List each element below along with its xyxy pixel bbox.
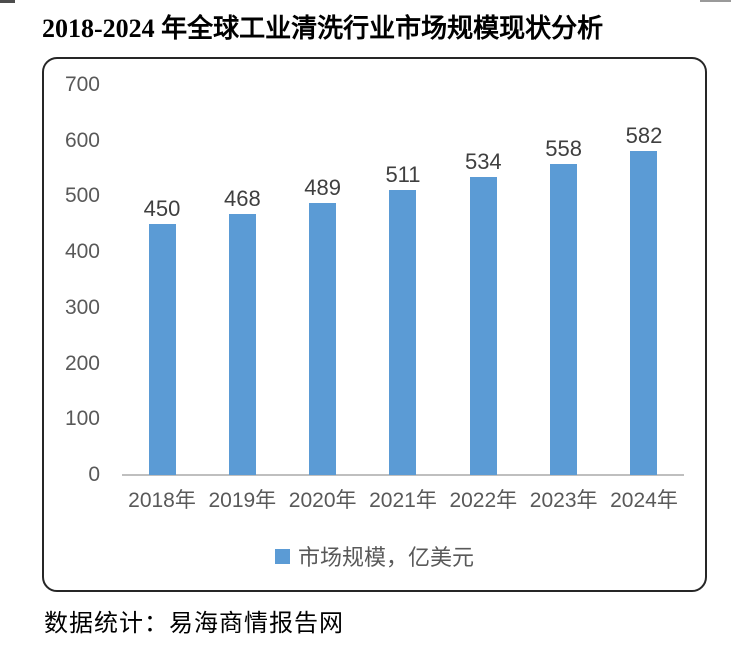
y-axis-tick-label: 300: [64, 295, 100, 319]
x-axis-line: [122, 474, 684, 476]
page-edge-artifact-right: [700, 0, 731, 2]
x-axis-category-label: 2024年: [610, 489, 678, 512]
x-axis-category-label: 2022年: [449, 489, 518, 512]
legend-label: 市场规模，亿美元: [297, 545, 474, 570]
page-edge-artifact-left: [0, 0, 15, 3]
bar-value-label: 489: [304, 174, 342, 200]
plot-area: 0 100 200 300 400 500 600 700 450 2018年 468 2019年 48…: [44, 59, 705, 590]
bar: [228, 214, 256, 475]
bar-value-label: 468: [223, 186, 261, 212]
page-title: 2018-2024 年全球工业清洗行业市场规模现状分析: [42, 14, 604, 43]
y-axis-tick-label: 200: [64, 351, 100, 375]
y-axis-tick-label: 600: [64, 128, 100, 152]
y-axis-tick-label: 0: [88, 463, 100, 486]
y-axis-tick-label: 100: [64, 407, 100, 431]
bar-value-label: 511: [385, 162, 421, 188]
bar: [469, 177, 497, 475]
y-axis-tick-label: 700: [64, 73, 100, 96]
x-axis-category-label: 2021年: [369, 489, 437, 512]
x-axis-category-label: 2020年: [288, 489, 357, 512]
bar: [550, 164, 578, 475]
x-axis-category-label: 2018年: [128, 489, 196, 512]
y-axis-tick-label: 400: [64, 240, 100, 264]
x-axis-category-label: 2023年: [529, 489, 598, 512]
bar: [309, 202, 337, 475]
source-note: 数据统计：易海商情报告网: [44, 611, 344, 637]
chart-frame: 0 100 200 300 400 500 600 700 450 2018年 468 2019年 48…: [42, 57, 707, 592]
bar-value-label: 582: [625, 122, 663, 148]
y-axis-tick-label: 500: [64, 184, 100, 208]
legend: 市场规模，亿美元: [44, 540, 705, 572]
x-axis-category-label: 2019年: [208, 489, 277, 512]
bar-value-label: 450: [143, 196, 181, 222]
bar: [148, 224, 176, 475]
bar-value-label: 534: [464, 149, 502, 175]
bar: [630, 150, 658, 475]
legend-swatch: [274, 548, 290, 564]
bar: [389, 190, 417, 475]
bar-value-label: 558: [545, 136, 582, 162]
